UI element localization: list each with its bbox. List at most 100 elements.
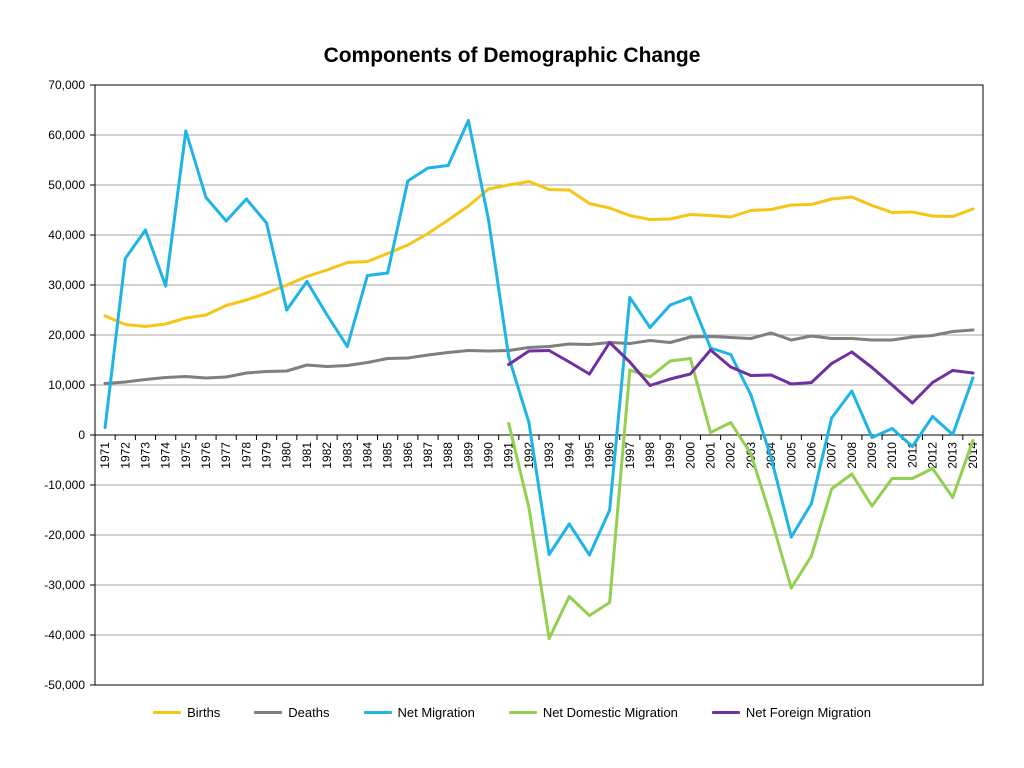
data-point-deaths [910, 335, 914, 339]
data-point-net-foreign-migration [608, 341, 612, 344]
data-point-net-domestic-migration [729, 421, 733, 424]
data-point-net-foreign-migration [648, 384, 652, 387]
data-point-net-foreign-migration [931, 381, 935, 384]
data-point-net-domestic-migration [951, 496, 955, 499]
data-point-net-domestic-migration [809, 554, 813, 558]
data-point-deaths [305, 363, 309, 367]
data-point-births [164, 322, 168, 326]
x-tick-label: 1988 [441, 442, 455, 469]
data-point-net-foreign-migration [789, 382, 793, 386]
x-tick-label: 2001 [704, 442, 718, 469]
x-tick-label: 1994 [562, 442, 576, 469]
legend-swatch-net-domestic-migration [508, 711, 537, 714]
data-point-births [426, 232, 430, 235]
data-point-births [870, 204, 874, 207]
legend-label-net-domestic-migration: Net Domestic Migration [542, 705, 678, 720]
data-point-deaths [628, 342, 632, 345]
data-point-net-domestic-migration [668, 359, 672, 363]
data-point-births [466, 204, 470, 208]
data-point-deaths [244, 371, 248, 375]
x-tick-label: 1975 [179, 442, 193, 469]
data-point-births [184, 316, 188, 320]
data-point-net-migration [527, 421, 531, 424]
data-point-net-domestic-migration [608, 601, 612, 604]
data-point-net-migration [365, 274, 369, 277]
data-point-net-migration [608, 508, 612, 512]
x-tick-label: 1987 [421, 442, 435, 469]
data-point-net-foreign-migration [688, 372, 692, 376]
data-point-births [789, 203, 793, 207]
data-point-net-migration [123, 257, 127, 260]
x-tick-label: 2002 [724, 442, 738, 469]
data-point-net-migration [688, 296, 692, 299]
data-point-births [749, 209, 753, 212]
y-tick-label: 30,000 [48, 278, 85, 292]
data-point-deaths [466, 349, 470, 352]
y-tick-label: 0 [78, 428, 85, 442]
data-point-net-migration [587, 553, 591, 557]
data-point-births [143, 325, 147, 328]
y-tick-label: 50,000 [48, 178, 85, 192]
series-lines [103, 119, 975, 640]
data-point-births [345, 261, 349, 264]
legend: Births Deaths Net Migration Net Domestic… [0, 705, 1024, 720]
x-tick-label: 1980 [280, 442, 294, 469]
data-point-deaths [648, 339, 652, 342]
data-point-net-domestic-migration [749, 452, 753, 456]
data-point-deaths [890, 338, 894, 342]
legend-label-net-foreign-migration: Net Foreign Migration [745, 705, 871, 720]
data-point-net-domestic-migration [628, 368, 632, 372]
data-point-net-migration [769, 456, 773, 459]
data-point-net-migration [971, 376, 975, 380]
data-point-deaths [345, 364, 349, 367]
data-point-deaths [567, 342, 571, 346]
data-point-net-domestic-migration [709, 431, 713, 434]
y-axis-ticks: -50,000 -40,000 -30,000 -20,000 -10,000 0 10,0… [44, 78, 85, 692]
x-tick-label: 2013 [946, 442, 960, 469]
data-point-deaths [265, 370, 269, 373]
y-tick-label: 10,000 [48, 378, 85, 392]
data-point-deaths [789, 338, 793, 342]
data-point-net-migration [729, 353, 733, 356]
data-point-net-migration [386, 271, 390, 275]
legend-item-net-domestic-migration: Net Domestic Migration [508, 705, 678, 720]
x-tick-label: 2009 [865, 442, 879, 469]
x-tick-label: 1989 [461, 442, 475, 469]
data-point-net-foreign-migration [587, 372, 591, 376]
data-point-deaths [143, 378, 147, 381]
x-tick-label: 1995 [582, 442, 596, 469]
data-point-deaths [809, 334, 813, 338]
data-point-net-migration [244, 197, 248, 201]
data-point-deaths [688, 335, 692, 339]
x-tick-label: 1998 [643, 442, 657, 469]
data-point-net-migration [164, 284, 168, 288]
x-tick-label: 1976 [199, 442, 213, 469]
data-point-deaths [870, 338, 874, 342]
data-point-net-migration [890, 427, 894, 430]
data-point-deaths [103, 382, 107, 385]
data-point-net-migration [265, 221, 269, 225]
data-point-net-migration [204, 196, 208, 199]
legend-label-births: Births [187, 705, 221, 720]
data-point-births [971, 207, 975, 211]
data-point-births [628, 214, 632, 217]
data-point-net-migration [547, 553, 551, 556]
data-point-deaths [123, 380, 127, 384]
x-tick-label: 1972 [118, 442, 132, 469]
data-point-net-migration [426, 166, 430, 170]
data-point-net-migration [789, 535, 793, 539]
data-point-deaths [587, 343, 591, 346]
data-point-births [487, 187, 491, 191]
data-point-deaths [527, 346, 531, 349]
data-point-net-migration [406, 179, 410, 183]
data-point-deaths [709, 335, 713, 338]
x-axis-ticks: 1971 1972 1973 1974 1975 1976 1977 1978 1979 1980… [98, 442, 980, 469]
data-point-net-domestic-migration [648, 375, 652, 379]
data-point-net-domestic-migration [527, 506, 531, 509]
series-line-net-domestic-migration [507, 357, 975, 640]
data-point-deaths [668, 341, 672, 344]
data-point-net-migration [809, 502, 813, 505]
data-point-net-migration [224, 219, 228, 223]
data-point-net-migration [951, 433, 955, 436]
